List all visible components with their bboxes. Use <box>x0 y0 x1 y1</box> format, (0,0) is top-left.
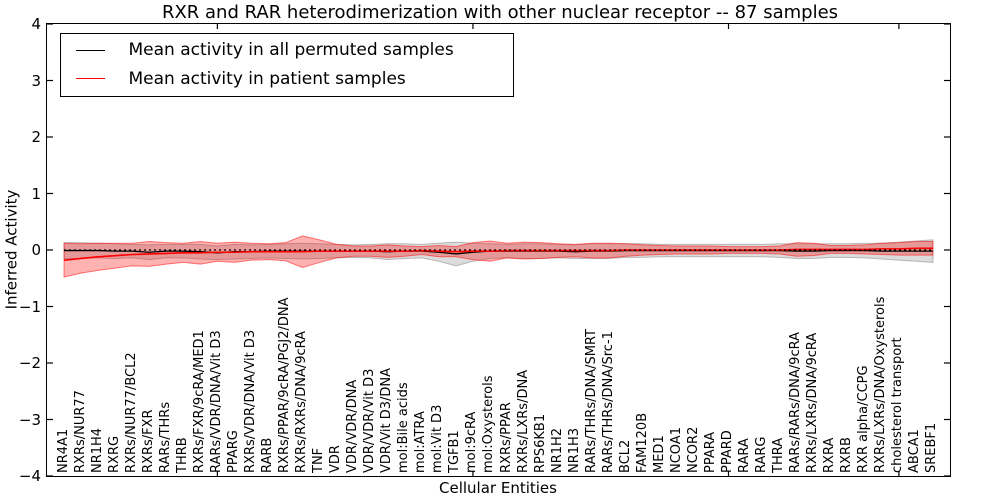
y-tick-label: 0 <box>31 241 41 259</box>
x-tick-label: mol:Vit D3 <box>430 404 446 473</box>
x-tick-label: RXRs/PPAR/9cRA/PGJ2/DNA <box>277 297 293 473</box>
y-tick-label: 2 <box>31 128 41 146</box>
y-tick-label: −4 <box>18 467 41 485</box>
legend-label-patient: Mean activity in patient samples <box>128 68 406 89</box>
legend-line-sample-black <box>75 49 105 51</box>
x-tick-label: mol:Oxysterols <box>481 375 497 473</box>
x-tick-label: VDR/VDR/Vit D3 <box>362 368 378 473</box>
x-tick-label: TGFB1 <box>447 429 463 473</box>
x-tick-label: RPS6KB1 <box>532 413 548 473</box>
x-tick-label: NCOA1 <box>668 426 684 473</box>
y-tick-label: 3 <box>31 71 41 90</box>
x-tick-label: RARs/RARs/DNA/9cRA <box>788 331 804 473</box>
x-tick-label: RXRs/FXR/9cRA/MED1 <box>191 329 207 473</box>
legend-item-permuted: Mean activity in all permuted samples <box>61 38 513 62</box>
x-tick-label: NR1H2 <box>549 427 565 473</box>
x-tick-label: mol:ATRA <box>413 410 429 473</box>
chart-title: RXR and RAR heterodimerization with othe… <box>161 2 839 23</box>
x-tick-label: RXRs/NUR77/BCL2 <box>123 351 139 473</box>
x-tick-label: RXRs/PPAR <box>498 401 514 473</box>
plot-area: NR4A1 RXRs/NUR77 NR1H4 RXRG RXRs/NUR77/BCL2 R… <box>45 22 951 477</box>
plot-canvas <box>46 23 950 476</box>
x-tick-label: RXRs/LXRs/DNA/9cRA <box>805 332 821 473</box>
x-tick-label: BCL2 <box>617 439 633 473</box>
legend: Mean activity in all permuted samples Me… <box>59 32 514 97</box>
legend-item-patient: Mean activity in patient samples <box>61 67 513 91</box>
y-tick-label: −3 <box>18 410 41 429</box>
y-tick-label: −1 <box>18 297 41 316</box>
x-tick-label: RXRA <box>822 437 838 473</box>
x-axis-label: Cellular Entities <box>439 479 557 497</box>
x-tick-label: RARs/THRs/DNA/Src-1 <box>600 330 616 473</box>
y-tick-label: 4 <box>31 15 41 33</box>
x-tick-label: RXRs/VDR/DNA/Vit D3 <box>242 329 258 473</box>
x-tick-label: RARs/VDR/DNA/Vit D3 <box>208 329 224 473</box>
x-tick-label: VDR <box>328 444 344 473</box>
x-tick-label: PPARG <box>225 429 241 473</box>
x-tick-label: NR4A1 <box>55 428 71 473</box>
x-tick-label: mol:9cRA <box>464 411 480 473</box>
y-tick-label: −2 <box>18 354 41 372</box>
x-tick-label: NCOR2 <box>685 426 701 473</box>
x-tick-label: VDR/Vit D3/DNA <box>379 367 395 473</box>
y-tick-label: 1 <box>31 184 41 203</box>
legend-line-sample-red <box>75 78 105 80</box>
x-tick-label: RXRG <box>106 435 122 473</box>
legend-label-permuted: Mean activity in all permuted samples <box>128 40 454 61</box>
x-tick-label: TNF <box>311 447 327 473</box>
x-tick-label: FAM120B <box>634 412 650 473</box>
x-tick-label: RARA <box>737 437 753 473</box>
x-tick-label: NR1H3 <box>566 427 582 473</box>
x-tick-label: mol:Bile acids <box>396 381 412 473</box>
x-tick-label: NR1H4 <box>89 427 105 473</box>
x-tick-label: cholesterol transport <box>890 336 906 473</box>
x-tick-label: MED1 <box>651 434 667 473</box>
x-tick-label: RXRs/NUR77 <box>72 389 88 473</box>
x-tick-label: RARG <box>754 435 770 473</box>
x-tick-label: RXRB <box>839 436 855 473</box>
x-tick-label: VDR/VDR/DNA <box>345 379 361 473</box>
x-tick-label: SREBF1 <box>924 422 940 473</box>
x-tick-label: ABCA1 <box>907 428 923 473</box>
x-tick-label: THRB <box>174 436 190 473</box>
x-tick-label: PPARD <box>720 429 735 473</box>
x-tick-label: PPARA <box>702 431 718 473</box>
x-tick-label: RARs/THRs/DNA/SMRT <box>583 328 599 473</box>
x-tick-label: RXRs/FXR <box>140 408 156 473</box>
x-tick-label: RXRs/RXRs/DNA/9cRA <box>294 330 310 473</box>
x-tick-label: RARs/THRs <box>157 401 173 473</box>
x-tick-label: RARB <box>259 437 275 473</box>
x-tick-label: RXRs/LXRs/DNA/Oxysterols <box>873 296 889 473</box>
x-tick-label: RXR alpha/CCPG <box>856 364 872 473</box>
x-tick-label: RXRs/LXRs/DNA <box>515 369 531 473</box>
x-tick-label: THRA <box>771 437 787 473</box>
